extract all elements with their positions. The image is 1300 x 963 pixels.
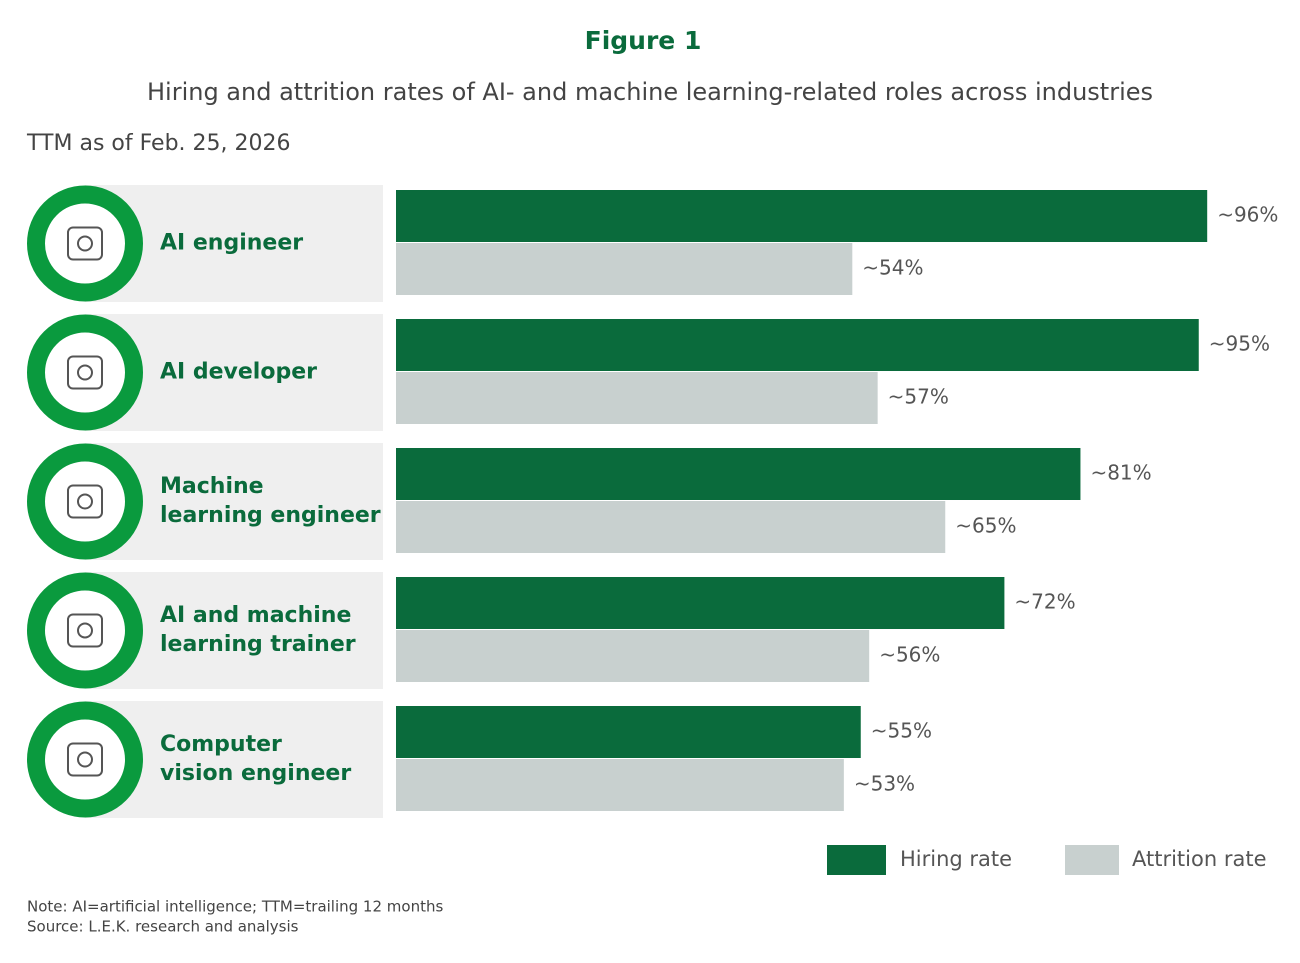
bar bbox=[396, 577, 1005, 629]
category-label: AI engineer bbox=[160, 231, 303, 256]
legend-swatch bbox=[1065, 845, 1119, 875]
category-label: learning trainer bbox=[160, 632, 356, 657]
value-label: ~56% bbox=[879, 643, 940, 667]
legend-label: Attrition rate bbox=[1132, 847, 1267, 871]
source: Source: L.E.K. research and analysis bbox=[27, 918, 299, 936]
icon-ring bbox=[27, 314, 143, 431]
value-label: ~72% bbox=[1014, 590, 1075, 614]
icon-ring bbox=[27, 701, 143, 818]
bar bbox=[396, 759, 844, 811]
chart-title: Hiring and attrition rates of AI- and ma… bbox=[147, 78, 1153, 106]
icon bbox=[67, 355, 103, 390]
bar bbox=[396, 706, 861, 758]
bar bbox=[396, 448, 1081, 500]
value-label: ~54% bbox=[862, 256, 923, 280]
category-label: Machine bbox=[160, 474, 264, 499]
icon bbox=[67, 613, 103, 648]
bar bbox=[396, 501, 946, 553]
legend-swatch bbox=[827, 845, 886, 875]
figure-label: Figure 1 bbox=[585, 26, 702, 55]
value-label: ~81% bbox=[1090, 461, 1151, 485]
bar bbox=[396, 630, 870, 682]
note: Note: AI=artificial intelligence; TTM=tr… bbox=[27, 898, 443, 916]
icon bbox=[77, 235, 93, 252]
category-label: learning engineer bbox=[160, 503, 381, 528]
bar bbox=[396, 190, 1208, 242]
category-label: AI and machine bbox=[160, 603, 351, 628]
value-label: ~57% bbox=[888, 385, 949, 409]
category-label: Computer bbox=[160, 732, 282, 757]
category-label: AI developer bbox=[160, 360, 317, 385]
value-label: ~96% bbox=[1217, 203, 1278, 227]
icon bbox=[77, 493, 93, 510]
category-label: vision engineer bbox=[160, 761, 351, 786]
chart-subtitle: TTM as of Feb. 25, 2026 bbox=[26, 131, 291, 156]
value-label: ~55% bbox=[871, 719, 932, 743]
icon bbox=[67, 484, 103, 519]
value-label: ~53% bbox=[854, 772, 915, 796]
icon bbox=[67, 226, 103, 261]
bar bbox=[396, 243, 853, 295]
icon bbox=[77, 751, 93, 768]
icon bbox=[67, 742, 103, 777]
value-label: ~65% bbox=[955, 514, 1016, 538]
legend-label: Hiring rate bbox=[900, 847, 1012, 871]
icon-ring bbox=[27, 443, 143, 560]
bar bbox=[396, 372, 878, 424]
icon-ring bbox=[27, 185, 143, 302]
value-label: ~95% bbox=[1209, 332, 1270, 356]
icon bbox=[77, 364, 93, 381]
icon bbox=[77, 622, 93, 639]
bar bbox=[396, 319, 1199, 371]
icon-ring bbox=[27, 572, 143, 689]
